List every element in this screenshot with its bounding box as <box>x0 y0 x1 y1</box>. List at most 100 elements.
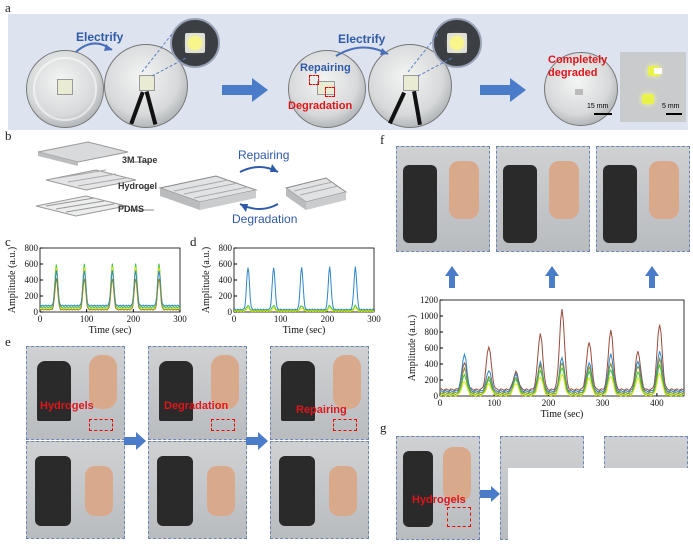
panel-label-c: c <box>5 234 11 249</box>
x-axis-label: Time (sec) <box>541 409 584 420</box>
e-arrow-2 <box>246 432 268 450</box>
y-axis-label: Amplitude (a.u.) <box>7 247 18 313</box>
repairing-label-b: Repairing <box>238 148 290 162</box>
panel-label-b: b <box>5 128 12 143</box>
repairing-label-a: Repairing <box>300 62 351 74</box>
x-tick-label: 100 <box>487 398 501 408</box>
electrify-label-2: Electrify <box>338 32 386 46</box>
y-tick-label: 1200 <box>420 295 439 305</box>
e-photo-6 <box>270 441 369 539</box>
chart-d: 0 100 200 300 0 200 400 600 800 Time (sec) Amplitu… <box>201 243 381 336</box>
f-arrow-2 <box>545 266 559 288</box>
g-photo-1 <box>396 436 480 540</box>
electrify-arrow-1 <box>75 42 113 53</box>
y-tick-label: 600 <box>25 259 39 269</box>
y-tick-label: 200 <box>25 291 39 301</box>
scale-bar-1 <box>594 113 612 115</box>
f-photo-3 <box>596 146 690 252</box>
e-arrow-1 <box>124 432 146 450</box>
completely-degraded-label: Completely degraded <box>548 54 607 80</box>
panel-label-e: e <box>5 334 11 349</box>
degradation-label-a: Degradation <box>288 100 353 112</box>
series-line-yellow <box>233 306 375 313</box>
e-photo-1 <box>26 346 125 440</box>
process-arrow-1 <box>222 78 268 102</box>
e-photo-4 <box>26 441 125 539</box>
hydrogels-label-g: Hydrogels <box>412 494 466 506</box>
x-tick-label: 300 <box>173 314 187 324</box>
x-tick-label: 100 <box>80 314 94 324</box>
y-tick-label: 400 <box>219 275 233 285</box>
series-line-blue <box>439 351 685 393</box>
scale-label-1: 15 mm <box>587 103 609 110</box>
g-arrow-1 <box>480 486 500 502</box>
y-tick-label: 0 <box>34 307 39 317</box>
zoom-connector-2 <box>407 33 453 77</box>
x-tick-label: 300 <box>367 314 381 324</box>
repairing-label-e: Repairing <box>296 404 347 416</box>
occluding-white-box <box>508 468 693 549</box>
petri-dish-1 <box>26 50 104 128</box>
panel-label-d: d <box>190 234 197 249</box>
series-line-yellow <box>439 372 685 397</box>
y-axis-label: Amplitude (a.u.) <box>201 247 212 313</box>
x-axis-label: Time (sec) <box>283 325 326 336</box>
x-tick-label: 400 <box>650 398 664 408</box>
zoom-connector-1 <box>141 33 187 77</box>
x-tick-label: 0 <box>438 398 443 408</box>
panel-label-g: g <box>380 420 387 435</box>
zoom-circle-2 <box>432 18 482 68</box>
layer-label-pdms: PDMS <box>118 204 145 214</box>
f-arrow-3 <box>645 266 659 288</box>
y-tick-label: 200 <box>219 291 233 301</box>
x-tick-label: 0 <box>38 314 43 324</box>
x-tick-label: 300 <box>596 398 610 408</box>
y-tick-label: 0 <box>228 307 233 317</box>
x-tick-label: 200 <box>127 314 141 324</box>
panel-label-f: f <box>380 132 385 147</box>
scale-label-2: 5 mm <box>662 103 680 110</box>
y-tick-label: 600 <box>425 343 439 353</box>
process-arrow-2 <box>480 78 526 102</box>
e-photo-3 <box>270 346 369 440</box>
series-line-brown <box>439 308 685 391</box>
degradation-label-e: Degradation <box>164 400 229 412</box>
electrify-label-1: Electrify <box>76 30 124 44</box>
f-photo-2 <box>496 146 590 252</box>
electrify-arrow-2 <box>335 46 389 57</box>
y-axis-label: Amplitude (a.u.) <box>407 315 418 381</box>
degradation-label-b: Degradation <box>232 212 298 226</box>
layer-label-tape: 3M Tape <box>122 155 158 165</box>
e-photo-2 <box>148 346 247 440</box>
y-tick-label: 800 <box>25 243 39 253</box>
petri-dish-3 <box>288 50 366 128</box>
y-tick-label: 0 <box>434 391 439 401</box>
series-line-olive <box>439 356 685 395</box>
x-tick-label: 200 <box>542 398 556 408</box>
y-tick-label: 400 <box>425 359 439 369</box>
y-tick-label: 800 <box>425 327 439 337</box>
layer-label-hydrogel: Hydrogel <box>118 181 158 191</box>
y-tick-label: 200 <box>425 375 439 385</box>
x-axis-label: Time (sec) <box>89 325 132 336</box>
plot-frame <box>439 299 685 397</box>
degraded-closeup-photo <box>620 52 686 122</box>
series-line-olive <box>39 277 181 311</box>
hydrogels-label-e: Hydrogels <box>40 400 94 412</box>
y-tick-label: 1000 <box>420 311 439 321</box>
x-tick-label: 200 <box>321 314 335 324</box>
scale-bar-2 <box>666 113 682 115</box>
chart-f: 0 100 200 300 400 0 200 400 600 800 1000 1200 Time (… <box>407 295 685 420</box>
panel-label-a: a <box>5 0 11 15</box>
e-photo-5 <box>148 441 247 539</box>
y-tick-label: 800 <box>219 243 233 253</box>
zoom-circle-1 <box>170 18 220 68</box>
f-arrow-1 <box>445 266 459 288</box>
layer-diagram <box>35 141 348 217</box>
series-line-green <box>439 363 685 396</box>
completely-label: Completely <box>548 54 608 66</box>
series-line-blue <box>233 266 375 311</box>
y-tick-label: 400 <box>25 275 39 285</box>
f-photo-1 <box>396 146 490 252</box>
y-tick-label: 600 <box>219 259 233 269</box>
